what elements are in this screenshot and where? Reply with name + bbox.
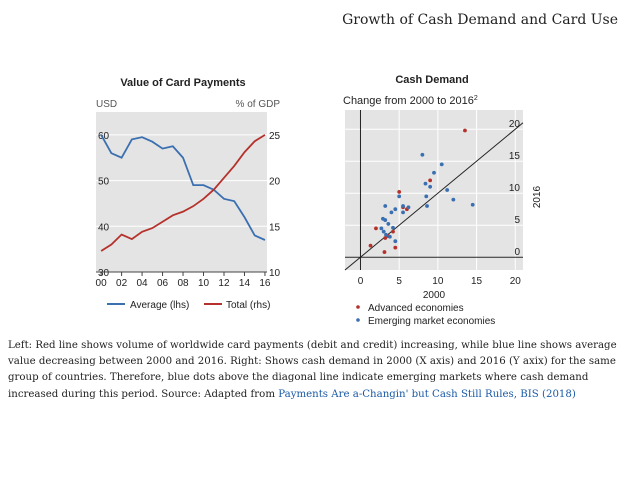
- left-y-tick-label: 50: [98, 177, 110, 188]
- emerging-market-point: [381, 229, 386, 234]
- scatter-y-tick-label: 10: [509, 183, 521, 194]
- figure-title: Growth of Cash Demand and Card Use: [342, 12, 618, 28]
- emerging-market-point: [445, 188, 450, 192]
- x-tick-label: 06: [157, 278, 169, 289]
- right-y-tick-label: 10: [269, 268, 281, 279]
- emerging-market-point: [397, 194, 402, 199]
- right-chart-subtitle: Change from 2000 to 20162: [343, 95, 478, 107]
- emerging-market-point: [401, 210, 405, 215]
- emerging-market-point: [432, 170, 436, 175]
- advanced-economy-point: [383, 236, 388, 240]
- right-axis-unit: % of GDP: [236, 99, 281, 110]
- left-axis-unit: USD: [96, 99, 117, 110]
- emerging-market-point: [379, 226, 384, 231]
- scatter-x-tick-label: 0: [358, 276, 364, 287]
- scatter-x-tick-label: 15: [471, 276, 483, 287]
- x-tick-label: 14: [239, 278, 251, 289]
- emerging-market-point: [401, 204, 405, 208]
- advanced-economy-point: [382, 250, 387, 254]
- scatter-y-tick-label: 0: [514, 247, 520, 258]
- subtitle-text: Change from 2000 to 2016: [343, 95, 474, 107]
- emerging-market-point: [387, 234, 392, 239]
- emerging-market-point: [383, 204, 388, 208]
- scatter-y-tick-label: 20: [509, 119, 521, 130]
- left-y-tick-label: 40: [98, 222, 110, 233]
- source-link[interactable]: Payments Are a-Changin' but Cash Still R…: [278, 388, 576, 400]
- right-chart-title: Cash Demand: [395, 74, 468, 86]
- emerging-market-point: [383, 218, 388, 222]
- right-y-tick-label: 25: [269, 131, 281, 142]
- x-tick-label: 00: [96, 278, 108, 289]
- x-tick-label: 04: [137, 278, 149, 289]
- left-y-tick-label: 30: [98, 268, 110, 279]
- emerging-market-point: [439, 162, 444, 167]
- scatter-y-tick-label: 5: [514, 215, 520, 226]
- figure-caption: Left: Red line shows volume of worldwide…: [8, 338, 632, 403]
- legend-label-average: Average (lhs): [130, 300, 189, 311]
- legend-marker-advanced: [356, 305, 360, 309]
- emerging-market-point: [393, 239, 398, 244]
- emerging-market-point: [424, 194, 429, 199]
- legend-label-advanced: Advanced economies: [368, 303, 464, 314]
- series-line-total: [100, 134, 266, 252]
- advanced-economy-point: [397, 190, 402, 194]
- right-y-tick-label: 20: [269, 177, 281, 188]
- caption-text: Left: Red line shows volume of worldwide…: [8, 340, 617, 400]
- right-xlabel: 2000: [423, 290, 446, 301]
- charts-svg: Value of Card Payments USD % of GDP 30 40…: [96, 74, 543, 327]
- x-tick-label: 08: [177, 278, 189, 289]
- emerging-market-point: [425, 204, 429, 208]
- legend-label-emerging: Emerging market economies: [368, 316, 495, 327]
- x-tick-label: 02: [116, 278, 128, 289]
- right-ylabel: 2016: [532, 185, 543, 208]
- legend-label-total: Total (rhs): [226, 300, 270, 311]
- emerging-market-point: [406, 205, 411, 210]
- left-y-tick-label: 60: [98, 131, 110, 142]
- series-line-average: [100, 134, 266, 241]
- emerging-market-point: [420, 152, 425, 157]
- scatter-x-tick-label: 20: [510, 276, 522, 287]
- advanced-economy-point: [374, 226, 378, 231]
- emerging-market-point: [451, 197, 456, 202]
- emerging-market-point: [391, 225, 395, 230]
- advanced-economy-point: [428, 178, 433, 183]
- x-tick-label: 10: [198, 278, 210, 289]
- x-tick-label: 16: [259, 278, 271, 289]
- emerging-market-point: [423, 181, 428, 186]
- scatter-x-tick-label: 5: [396, 276, 402, 287]
- left-chart-title: Value of Card Payments: [120, 77, 245, 89]
- diagonal-reference-line: [344, 122, 524, 271]
- x-tick-label: 12: [218, 278, 230, 289]
- scatter-x-tick-label: 10: [432, 276, 444, 287]
- emerging-market-point: [393, 207, 398, 212]
- emerging-market-point: [389, 210, 394, 215]
- scatter-y-tick-label: 15: [509, 151, 521, 162]
- left-plot-area: [96, 112, 267, 272]
- advanced-economy-point: [368, 243, 373, 248]
- right-plot-area: [345, 110, 523, 270]
- emerging-market-point: [384, 232, 388, 237]
- advanced-economy-point: [391, 229, 395, 234]
- emerging-market-point: [428, 184, 433, 189]
- right-y-tick-label: 15: [269, 222, 281, 233]
- emerging-market-point: [470, 202, 475, 207]
- advanced-economy-point: [393, 245, 398, 250]
- right-chart: Cash Demand Change from 2000 to 20162 0 5…: [343, 74, 543, 327]
- subtitle-superscript: 2: [474, 95, 478, 102]
- emerging-market-point: [386, 222, 391, 226]
- advanced-economy-point: [463, 128, 467, 133]
- left-chart: Value of Card Payments USD % of GDP 30 40…: [96, 77, 281, 311]
- legend-marker-emerging: [356, 318, 360, 322]
